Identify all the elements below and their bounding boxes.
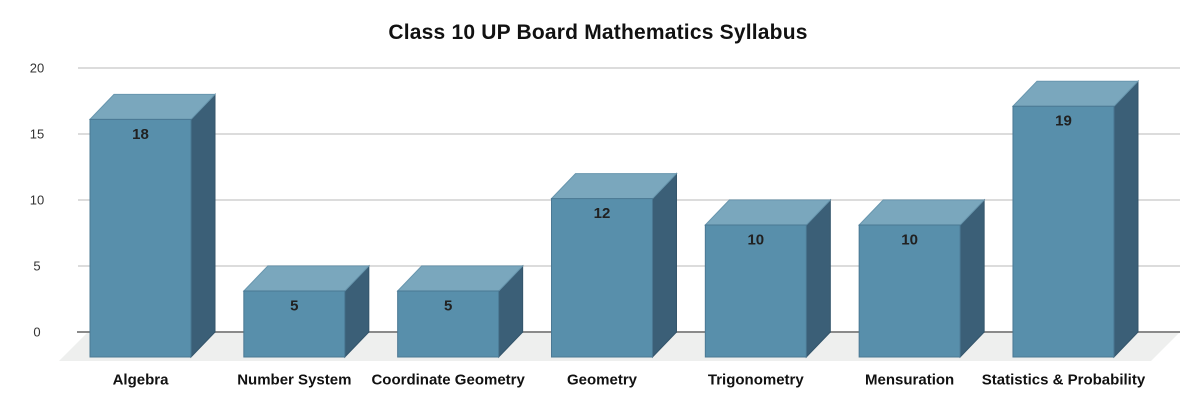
x-axis-category-label: Mensuration <box>865 372 954 389</box>
bar-side-face <box>190 93 216 359</box>
bar-front-face <box>89 118 192 358</box>
bar-coordinate-geometry: 5 <box>396 264 524 359</box>
bar-value-label: 10 <box>901 232 918 249</box>
y-axis-tick-label: 20 <box>30 61 44 76</box>
bar-side-face <box>959 198 985 359</box>
bar-trigonometry: 10 <box>704 198 832 359</box>
bar-front-face <box>858 224 961 358</box>
bar-value-label: 10 <box>747 232 764 249</box>
bar-front-face <box>397 290 500 358</box>
x-axis-category-label: Trigonometry <box>708 372 805 389</box>
x-axis-category-label: Number System <box>237 372 351 389</box>
bar-front-face <box>550 198 653 358</box>
bar-geometry: 12 <box>550 172 678 359</box>
bar-value-label: 19 <box>1055 113 1072 130</box>
bar-front-face <box>704 224 807 358</box>
chart-title: Class 10 UP Board Mathematics Syllabus <box>388 21 808 44</box>
bar-statistics-probability: 19 <box>1011 79 1140 359</box>
x-axis-category-label: Coordinate Geometry <box>371 372 525 389</box>
bar-number-system: 5 <box>242 264 371 359</box>
y-axis-tick-label: 5 <box>33 259 40 274</box>
y-axis-tick-label: 10 <box>30 193 44 208</box>
bar-side-face <box>805 198 831 359</box>
bar-side-face <box>1113 79 1139 359</box>
x-axis-category-label: Statistics & Probability <box>982 372 1146 389</box>
bar-front-face <box>1012 105 1115 358</box>
y-axis-tick-label: 0 <box>33 325 40 340</box>
bar-value-label: 5 <box>290 298 298 315</box>
bar-mensuration: 10 <box>857 198 986 359</box>
x-axis-category-label: Geometry <box>567 372 638 389</box>
bar-value-label: 5 <box>444 298 452 315</box>
y-axis-tick-label: 15 <box>30 127 44 142</box>
bar-side-face <box>651 172 677 359</box>
x-axis-category-label: Algebra <box>113 372 170 389</box>
bar-value-label: 18 <box>132 126 149 143</box>
bar-value-label: 12 <box>594 205 611 222</box>
bar-front-face <box>243 290 346 358</box>
bar-algebra: 18 <box>88 93 217 359</box>
